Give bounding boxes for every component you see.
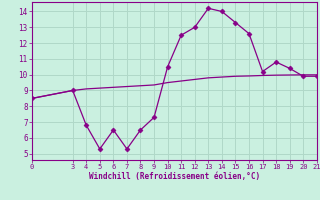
X-axis label: Windchill (Refroidissement éolien,°C): Windchill (Refroidissement éolien,°C) — [89, 172, 260, 181]
